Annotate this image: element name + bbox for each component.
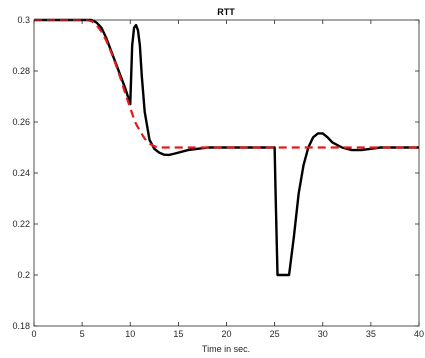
y-tick-label: 0.3 — [17, 15, 30, 25]
axes-layer: 0 5 10 15 20 25 30 35 40 0.18 0.2 0.22 0.24 0.26 0.28 0… — [12, 15, 424, 339]
x-tick-label: 5 — [80, 329, 85, 339]
x-axis-label: Time in sec. — [202, 344, 250, 354]
x-tick-label: 20 — [221, 329, 231, 339]
x-tick-label: 0 — [31, 329, 36, 339]
y-tick-label: 0.18 — [12, 321, 30, 331]
series-layer — [34, 18, 419, 277]
x-tick-label: 35 — [366, 329, 376, 339]
chart-title: RTT — [217, 7, 235, 17]
x-tick-label: 10 — [125, 329, 135, 339]
plot-background — [34, 20, 419, 326]
y-tick-label: 0.24 — [12, 168, 30, 178]
y-tick-label: 0.28 — [12, 66, 30, 76]
series-line-dashed — [34, 18, 419, 149]
plot-area — [34, 20, 419, 326]
x-tick-label: 30 — [318, 329, 328, 339]
x-tick-label: 25 — [270, 329, 280, 339]
y-tick-label: 0.26 — [12, 117, 30, 127]
y-tick-label: 0.22 — [12, 219, 30, 229]
x-tick-label: 40 — [414, 329, 424, 339]
x-tick-label: 15 — [173, 329, 183, 339]
y-tick-label: 0.2 — [17, 270, 30, 280]
